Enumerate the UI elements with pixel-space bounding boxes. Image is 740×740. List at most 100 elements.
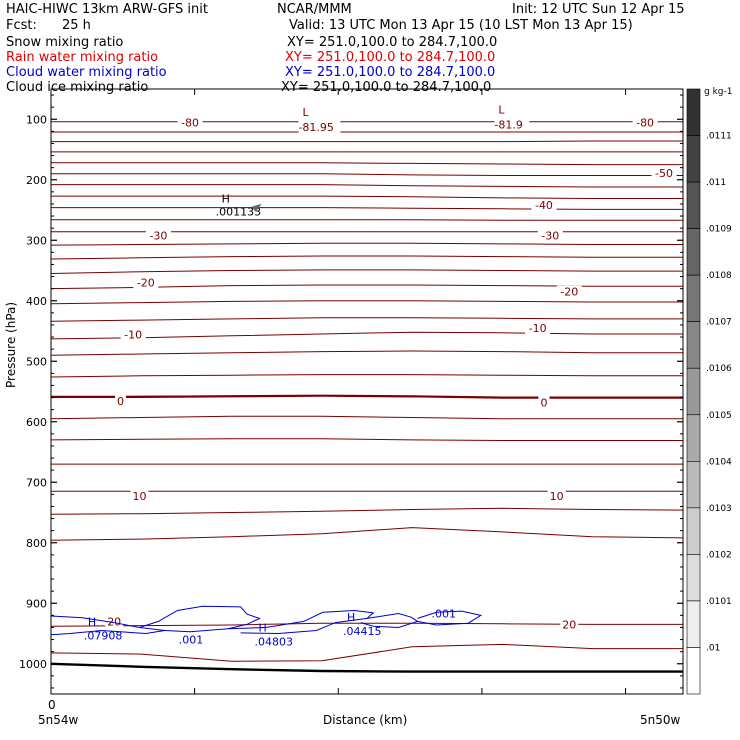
isotherm-label-bg: [145, 229, 171, 242]
plot-layer: -80 -80 -50 -40 -30 -30 -20 -20 -10 -10 0 0 10 10 20 20…: [50, 104, 684, 673]
y-tick-label: 100: [26, 113, 47, 126]
colorbar-swatch: [686, 367, 701, 416]
cloud-ice-shade: [251, 203, 262, 212]
isotherm-label: 10: [132, 490, 146, 503]
cloud-water-high-mark: H: [347, 611, 355, 624]
x-axis-title: Distance (km): [323, 713, 408, 727]
colorbar-label: .0107: [706, 318, 732, 328]
colorbar-label: .0104: [706, 457, 732, 467]
cloud-water-contour: [139, 605, 261, 633]
isotherm-label: -20: [560, 286, 578, 299]
isotherm-label: 0: [540, 396, 547, 409]
isotherm-line: [50, 242, 683, 246]
fcst-label: Fcst:: [6, 18, 37, 33]
cloud-ice-high-mark: H: [222, 193, 230, 206]
legend-snow-name: Snow mixing ratio: [6, 35, 124, 50]
isotherm-label-bg: [531, 199, 557, 212]
colorbar-label: .0105: [706, 411, 732, 421]
isotherm-label: -20: [137, 277, 155, 290]
y-tick-label: 300: [26, 234, 47, 247]
isotherm-label-bg: [547, 490, 566, 503]
colorbar-swatch: [686, 554, 701, 602]
isotherm-line: [50, 643, 683, 662]
plot-frame: [50, 88, 684, 695]
isotherm-low-bg: [494, 118, 530, 131]
isotherm-line: [50, 527, 684, 541]
colorbar-label: .0108: [706, 271, 732, 281]
colorbar-unit: g kg-1: [704, 87, 732, 97]
colorbar-label: .0111: [706, 132, 732, 142]
colorbar-swatch: [686, 88, 701, 136]
cloud-water-high-mark: H: [88, 615, 96, 628]
isotherm-line: [51, 173, 683, 176]
cloud-water-contour: [417, 610, 483, 626]
colorbar-label: .0106: [706, 364, 732, 374]
isotherm-label: -50: [655, 167, 673, 180]
colorbar-label: .0101: [706, 597, 732, 607]
x-sub-label-end: 5n50w: [640, 713, 681, 727]
isotherm-low-value: -81.95: [298, 121, 333, 134]
isotherm-zero-line: [51, 394, 683, 399]
isotherm-line: [51, 162, 683, 166]
isotherm-low-mark: L: [302, 106, 309, 119]
isotherm-low-value: -81.9: [494, 119, 522, 132]
legend-cloud-water-xy: XY= 251.0,100.0 to 284.7,100.0: [285, 65, 496, 80]
y-tick-label: 200: [26, 174, 47, 187]
isotherm-line: [51, 207, 683, 210]
isotherm-label: -10: [529, 322, 547, 335]
colorbar-swatch: [686, 507, 701, 555]
isotherm-label-bg: [556, 285, 582, 298]
isotherm-line: [50, 300, 683, 305]
colorbar-label: .011: [706, 178, 726, 188]
isotherm-line: [50, 331, 683, 340]
y-tick-label: 600: [26, 416, 47, 429]
colorbar-swatch: [686, 414, 701, 462]
x-tick-label-start: 0: [48, 698, 56, 712]
legend-snow-xy: XY= 251.0,100.0 to 284.7,100.0: [287, 35, 498, 50]
isotherm-label-bg: [105, 615, 124, 628]
isotherm-label-bg: [651, 167, 677, 180]
terrain-line: [50, 662, 683, 673]
isotherm-label: -80: [636, 116, 654, 129]
isotherm-line: [51, 219, 683, 221]
y-tick-label: 800: [26, 537, 47, 550]
colorbar: g kg-1 .0111 .011 .0109 .0108 .0107 .0106 .0105…: [686, 87, 732, 695]
isotherm-low-bg: [298, 120, 341, 133]
isotherm-label-bg: [560, 618, 579, 631]
isotherm-line: [50, 350, 683, 356]
legend-cloud-ice-xy: XY= 251.0,100.0 to 284.7,100.0: [281, 80, 492, 95]
cloud-water-label: .04415: [343, 625, 382, 638]
isotherm-line: [51, 195, 683, 199]
isotherm-label-bg: [133, 276, 159, 289]
isotherm-label-bg: [115, 395, 127, 408]
legend-cloud-water-name: Cloud water mixing ratio: [6, 65, 167, 80]
cloud-water-contour: [227, 609, 375, 635]
y-tick-label: 500: [26, 355, 47, 368]
colorbar-swatch: [686, 228, 701, 276]
isotherm-label-bg: [130, 490, 149, 503]
fcst-value: 25 h: [62, 18, 91, 33]
legend-rain-xy: XY= 251.0,100.0 to 284.7,100.0: [285, 50, 496, 65]
isotherm-line: [51, 184, 683, 188]
legend-cloud-ice-name: Cloud ice mixing ratio: [6, 80, 149, 95]
isotherm-line: [50, 507, 684, 515]
isotherm-low-mark: L: [498, 104, 505, 117]
isotherm-label-bg: [632, 116, 658, 129]
y-tick-label: 1000: [19, 658, 47, 671]
colorbar-swatch: [686, 321, 701, 369]
colorbar-swatch: [686, 647, 701, 695]
y-tick-label: 400: [26, 295, 47, 308]
isotherm-line: [50, 317, 683, 322]
isotherm-label: -30: [541, 229, 559, 242]
colorbar-label: .0102: [706, 550, 732, 560]
isotherm-label: -10: [124, 329, 142, 342]
cloud-water-label: .001: [432, 608, 457, 621]
y-tick-label: 900: [26, 597, 47, 610]
y-tick-label: 700: [26, 476, 47, 489]
isotherm-label: -30: [149, 229, 167, 242]
colorbar-swatch: [686, 600, 701, 648]
isotherm-label-bg: [120, 328, 146, 341]
valid-time: Valid: 13 UTC Mon 13 Apr 15 (10 LST Mon …: [289, 18, 633, 33]
colorbar-label: .01: [706, 643, 720, 653]
